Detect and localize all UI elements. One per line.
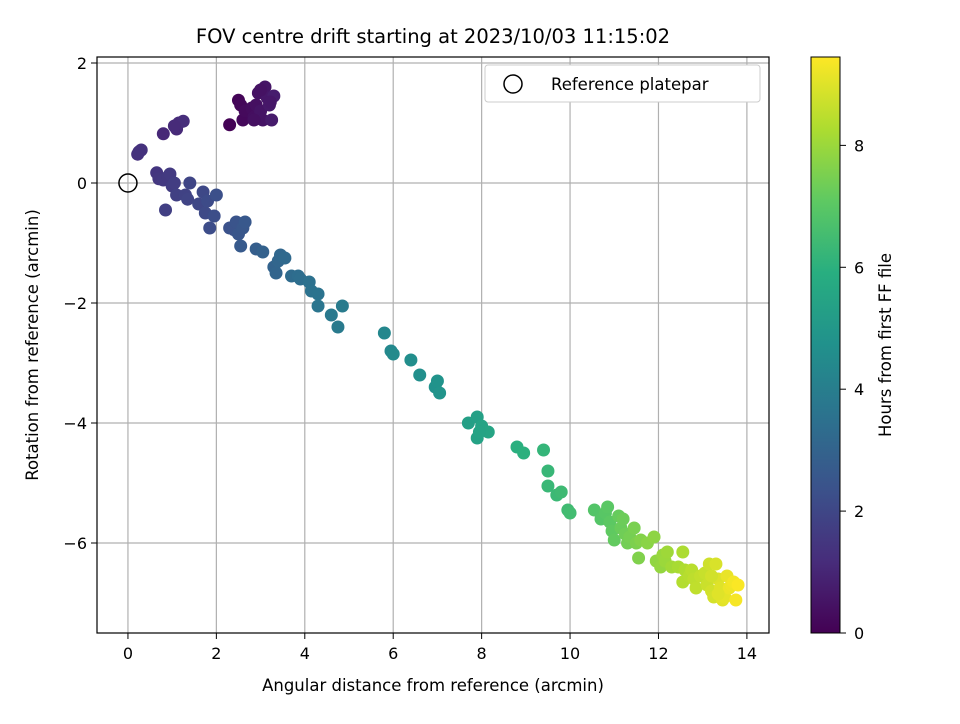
colorbar-tick-label: 4 bbox=[854, 380, 864, 399]
data-point bbox=[335, 299, 349, 313]
colorbar-gradient bbox=[810, 56, 841, 634]
data-point bbox=[223, 118, 237, 132]
data-point bbox=[709, 557, 723, 571]
x-tick-label: 2 bbox=[211, 644, 221, 663]
reference-platepar-marker bbox=[118, 173, 138, 193]
colorbar: 0 2 4 6 8 Hours from first FF file bbox=[810, 56, 895, 643]
data-point bbox=[254, 83, 268, 97]
data-point bbox=[647, 530, 661, 544]
x-tick-label: 14 bbox=[737, 644, 757, 663]
data-points bbox=[131, 80, 745, 607]
y-tick-label: 2 bbox=[77, 54, 87, 73]
colorbar-tick-label: 0 bbox=[854, 624, 864, 643]
data-point bbox=[311, 299, 325, 313]
data-point bbox=[331, 320, 345, 334]
data-point bbox=[676, 545, 690, 559]
y-axis-label: Rotation from reference (arcmin) bbox=[23, 209, 42, 481]
grid-lines bbox=[97, 57, 769, 633]
colorbar-ticks: 0 2 4 6 8 bbox=[840, 136, 864, 643]
data-point bbox=[269, 266, 283, 280]
y-tick-label: 0 bbox=[77, 174, 87, 193]
data-point bbox=[472, 425, 486, 439]
data-point bbox=[689, 581, 703, 595]
data-point bbox=[413, 368, 427, 382]
data-point bbox=[183, 176, 197, 190]
data-point bbox=[731, 578, 745, 592]
x-axis-label: Angular distance from reference (arcmin) bbox=[262, 676, 604, 695]
data-point bbox=[587, 503, 601, 517]
x-tick-label: 0 bbox=[123, 644, 133, 663]
x-tick-label: 8 bbox=[477, 644, 487, 663]
data-point bbox=[627, 521, 641, 535]
data-point bbox=[256, 245, 270, 259]
legend: Reference platepar bbox=[484, 64, 761, 103]
legend-open-circle-icon bbox=[503, 74, 523, 94]
data-point bbox=[167, 119, 181, 133]
data-point bbox=[537, 443, 551, 457]
data-point bbox=[167, 176, 181, 190]
data-point bbox=[386, 347, 400, 361]
data-point bbox=[563, 506, 577, 520]
data-point bbox=[377, 326, 391, 340]
x-tick-label: 12 bbox=[648, 644, 668, 663]
data-point bbox=[705, 569, 719, 583]
data-point bbox=[607, 533, 621, 547]
data-point bbox=[265, 113, 279, 127]
data-point bbox=[203, 221, 217, 235]
data-point bbox=[541, 464, 555, 478]
data-point bbox=[209, 188, 223, 202]
data-point bbox=[159, 203, 173, 217]
data-point bbox=[541, 479, 555, 493]
data-point bbox=[404, 353, 418, 367]
data-point bbox=[207, 209, 221, 223]
data-point bbox=[430, 374, 444, 388]
x-axis-ticks: 0 2 4 6 8 10 12 14 bbox=[123, 633, 757, 663]
y-axis-ticks: 2 0 −2 −4 −6 bbox=[63, 54, 97, 553]
data-point bbox=[156, 127, 170, 141]
data-point bbox=[433, 386, 447, 400]
chart-title: FOV centre drift starting at 2023/10/03 … bbox=[196, 25, 670, 48]
y-tick-label: −6 bbox=[63, 534, 87, 553]
data-point bbox=[181, 192, 195, 206]
x-tick-label: 4 bbox=[300, 644, 310, 663]
data-point bbox=[247, 113, 261, 127]
data-point bbox=[601, 500, 615, 514]
data-point bbox=[632, 551, 646, 565]
x-tick-label: 10 bbox=[560, 644, 580, 663]
data-point bbox=[729, 593, 743, 607]
data-point bbox=[660, 545, 674, 559]
data-point bbox=[234, 239, 248, 253]
colorbar-tick-label: 8 bbox=[854, 136, 864, 155]
data-point bbox=[324, 308, 338, 322]
y-tick-label: −2 bbox=[63, 294, 87, 313]
x-tick-label: 6 bbox=[388, 644, 398, 663]
data-point bbox=[711, 587, 725, 601]
colorbar-tick-label: 6 bbox=[854, 258, 864, 277]
data-point bbox=[238, 215, 252, 229]
data-point bbox=[134, 143, 148, 157]
data-point bbox=[554, 485, 568, 499]
data-point bbox=[311, 287, 325, 301]
y-tick-label: −4 bbox=[63, 414, 87, 433]
data-point bbox=[263, 95, 277, 109]
legend-box bbox=[484, 64, 761, 103]
colorbar-label: Hours from first FF file bbox=[876, 253, 895, 437]
plot-frame bbox=[96, 56, 770, 634]
data-point bbox=[278, 251, 292, 265]
legend-label: Reference platepar bbox=[551, 75, 709, 94]
data-point bbox=[517, 446, 531, 460]
colorbar-tick-label: 2 bbox=[854, 502, 864, 521]
data-point bbox=[616, 512, 630, 526]
